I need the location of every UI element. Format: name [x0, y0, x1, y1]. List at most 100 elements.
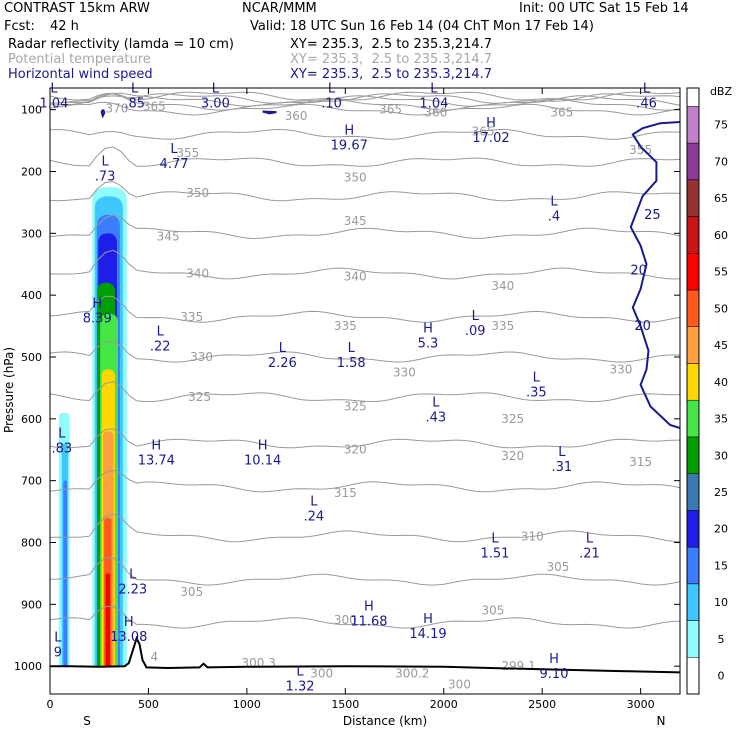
isentrope-label: 4 [151, 650, 159, 664]
isentrope-label: 305 [482, 604, 505, 618]
wind-contour-line [100, 109, 106, 119]
extremum-value: 17.02 [472, 131, 509, 146]
isentrope-label: 350 [186, 186, 209, 200]
high-marker: H [423, 612, 433, 627]
axes: 0 500 1000 1500 2000 2500 3000 100 200 300 400 500 6… [14, 88, 680, 711]
reflectivity-band [105, 573, 111, 667]
extremum-value: .31 [552, 460, 573, 475]
wind-contour-label: 25 [644, 208, 661, 223]
extremum-value: 5.3 [418, 336, 439, 351]
extremum-value: .21 [579, 547, 600, 562]
colorbar-level-label: 45 [714, 339, 728, 352]
isentrope-label: 370 [105, 101, 128, 115]
extremum-value: 2.23 [118, 582, 147, 597]
low-marker: L [310, 494, 318, 509]
low-marker: L [157, 324, 165, 339]
extremum-value: .35 [526, 386, 547, 401]
colorbar-swatch [686, 583, 700, 621]
colorbar-swatch [686, 473, 700, 511]
extremum-value: 13.08 [110, 630, 147, 645]
isentrope-line [50, 557, 680, 586]
y-tick-label: 600 [21, 413, 42, 426]
isentrope-label: 340 [186, 267, 209, 281]
extremum-value: 1.51 [480, 547, 509, 562]
org-label: NCAR/MMM [242, 1, 317, 16]
extremum-value: .43 [426, 410, 447, 425]
model-title: CONTRAST 15km ARW [4, 1, 150, 16]
isentrope-label: 320 [501, 449, 524, 463]
low-marker: L [170, 142, 178, 157]
isentrope-label: 305 [180, 585, 203, 599]
low-marker: L [533, 371, 541, 386]
extremum-value: 2.26 [268, 356, 297, 371]
terrain-layer [50, 635, 680, 674]
colorbar-level-label: 70 [714, 155, 728, 168]
isentrope-line [50, 513, 680, 543]
high-marker: H [92, 297, 102, 312]
field-xy-reflectivity: XY= 235.3, 2.5 to 235.3,214.7 [290, 37, 493, 52]
valid-time: Valid: 18 UTC Sun 16 Feb 14 (04 ChT Mon … [250, 19, 594, 34]
low-marker: L [430, 81, 438, 96]
isentrope-label: 320 [344, 443, 367, 457]
isentrope-label: 315 [334, 486, 357, 500]
isentrope-label: 310 [521, 529, 544, 543]
isentrope-line [50, 146, 680, 167]
low-marker: L [296, 664, 304, 679]
colorbar-level-label: 50 [714, 302, 728, 315]
y-axis-label: Pressure (hPa) [2, 347, 16, 433]
low-marker: L [558, 445, 566, 460]
colorbar-level-label: 35 [714, 413, 728, 426]
x-axis-label: Distance (km) [343, 714, 427, 728]
isentrope-label: 335 [491, 319, 514, 333]
high-marker: H [124, 615, 134, 630]
high-marker: H [364, 600, 374, 615]
colorbar-frame [686, 87, 700, 695]
colorbar-level-label: 20 [714, 523, 728, 536]
extremum-value: .4 [548, 209, 560, 224]
field-name-theta: Potential temperature [8, 52, 151, 67]
colorbar-swatch [686, 106, 700, 144]
isentrope-label: 300.3 [242, 656, 276, 670]
x-tick-label: 0 [47, 698, 54, 711]
isentrope-line [50, 180, 680, 202]
colorbar-swatch [686, 546, 700, 585]
colorbar-swatch [686, 142, 700, 181]
low-marker: L [328, 81, 336, 96]
wind-contour-label: 20 [630, 263, 647, 278]
isentrope-line [50, 428, 680, 449]
colorbar-level-label: 55 [714, 266, 728, 279]
low-marker: L [212, 81, 220, 96]
isentrope-line [50, 605, 680, 629]
wind-contours: 25 20 20 [100, 109, 680, 430]
isentrope-label: 365 [379, 103, 402, 117]
colorbar-level-label: 40 [714, 376, 728, 389]
isentrope-label: 335 [334, 319, 357, 333]
isentrope-label: 300 [448, 678, 471, 692]
isentrope-label: 300 [310, 667, 333, 681]
colorbar-level-label: 30 [714, 449, 728, 462]
colorbar-swatch [686, 399, 700, 438]
isentrope-label: 345 [344, 214, 367, 228]
extremum-value: .24 [303, 509, 324, 524]
colorbar-level-label: 0 [718, 670, 725, 683]
colorbar-swatch [686, 510, 700, 548]
extremum-value: .22 [150, 339, 171, 354]
high-marker: H [344, 123, 354, 138]
terrain-line [50, 635, 680, 674]
colorbar-swatch [686, 216, 700, 254]
isentrope-label: 365 [143, 100, 166, 114]
isentrope-label: 300 [334, 613, 357, 627]
isentrope-label: 350 [344, 171, 367, 185]
colorbar-swatch [686, 179, 700, 217]
forecast-hour: 42 h [50, 19, 79, 34]
extremum-value: 19.67 [331, 138, 368, 153]
extrema-labels: L1.04L.85L3.00L.10L1.04L.46H17.02H19.67L… [39, 81, 656, 694]
isentrope-line [50, 93, 680, 111]
isentrope-label: 340 [344, 270, 367, 284]
extremum-value: 1.32 [286, 679, 315, 694]
low-marker: L [58, 426, 66, 441]
colorbar-level-label: 15 [714, 559, 728, 572]
isentrope-line [50, 101, 680, 116]
colorbar-swatch [686, 253, 700, 291]
y-tick-label: 700 [21, 475, 42, 488]
